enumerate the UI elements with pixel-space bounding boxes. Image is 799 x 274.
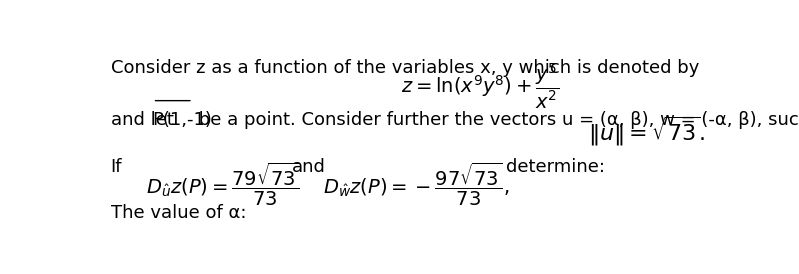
Text: If: If [111,158,122,176]
Text: and let: and let [111,112,179,129]
Text: The value of α:: The value of α: [111,204,246,222]
Text: Consider z as a function of the variables x, y which is denoted by: Consider z as a function of the variable… [111,59,717,77]
Text: determine:: determine: [506,158,605,176]
Text: $D_{\hat{w}}z(P) = -\dfrac{97\sqrt{73}}{73},$: $D_{\hat{w}}z(P) = -\dfrac{97\sqrt{73}}{… [323,161,510,208]
Text: $\Vert u \Vert = \sqrt{73}.$: $\Vert u \Vert = \sqrt{73}.$ [588,115,705,148]
Text: $D_{\hat{u}}z(P) = \dfrac{79\sqrt{73}}{73}$: $D_{\hat{u}}z(P) = \dfrac{79\sqrt{73}}{7… [146,161,300,208]
Text: $z = \ln(x^9 y^8) + \dfrac{y^5}{x^2}$: $z = \ln(x^9 y^8) + \dfrac{y^5}{x^2}$ [400,61,559,111]
Text: be a point. Consider further the vectors u = (α, β), w = (-α, β), such that: be a point. Consider further the vectors… [193,112,799,129]
Text: and: and [292,158,326,176]
Text: P(1,-1): P(1,-1) [153,112,213,129]
